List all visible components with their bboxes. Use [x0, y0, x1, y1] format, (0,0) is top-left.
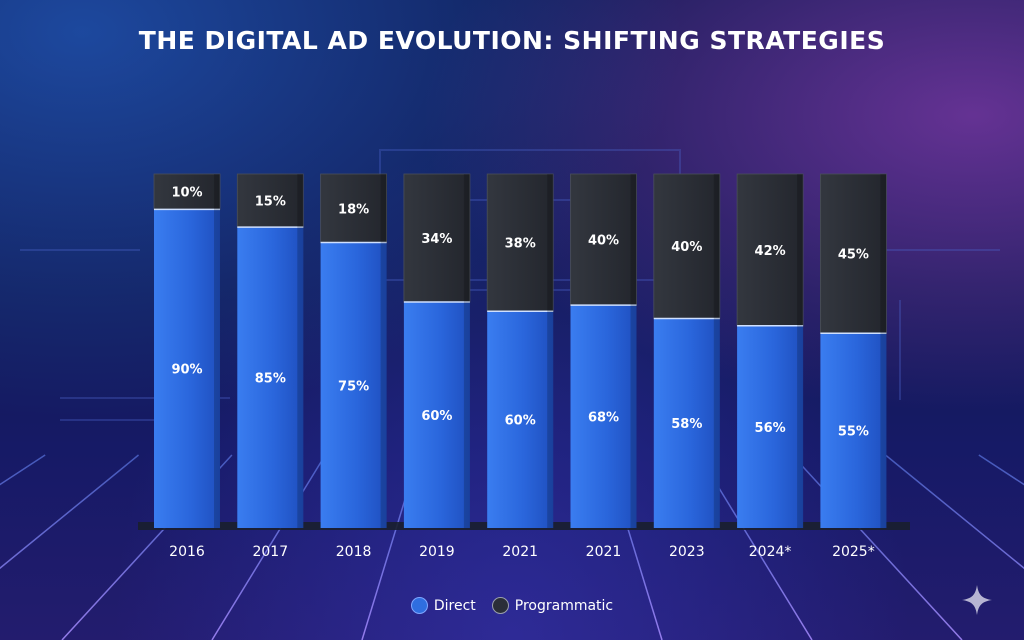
- bar-side-shade: [297, 174, 304, 528]
- bar-programmatic: [570, 173, 637, 306]
- bar-side-shade: [630, 174, 637, 528]
- bar-direct: [487, 311, 554, 528]
- legend-item-direct: Direct: [410, 597, 476, 614]
- data-label-direct: 55%: [838, 425, 869, 440]
- bar-side-shade: [547, 174, 554, 528]
- x-tick-label: 2024*: [749, 544, 792, 560]
- x-tick-label: 2021: [586, 544, 622, 560]
- data-label-direct: 60%: [421, 409, 452, 424]
- bar-group: 45% 55%: [820, 173, 887, 528]
- data-label-programmatic: 42%: [755, 244, 786, 259]
- legend-item-programmatic: Programmatic: [491, 597, 614, 614]
- bar-group: 10% 90%: [153, 173, 221, 528]
- data-label-programmatic: 40%: [588, 234, 619, 249]
- sparkle-icon: [962, 585, 992, 615]
- data-label-programmatic: 34%: [421, 232, 452, 247]
- data-label-direct: 56%: [755, 421, 786, 436]
- data-label-direct: 85%: [255, 372, 286, 387]
- legend-label-direct: Direct: [433, 597, 476, 614]
- bar-group: 18% 75%: [320, 173, 388, 529]
- legend: Direct Programmatic: [0, 597, 1024, 614]
- bar-programmatic: [403, 173, 471, 303]
- x-tick-label: 2016: [169, 544, 205, 560]
- bar-direct: [154, 209, 220, 528]
- legend-swatch-programmatic: [491, 597, 509, 614]
- bar-direct: [820, 333, 887, 528]
- x-tick-label: 2023: [669, 544, 705, 560]
- x-tick-label: 2021: [502, 544, 538, 560]
- data-label-programmatic: 15%: [255, 195, 286, 210]
- legend-label-programmatic: Programmatic: [514, 597, 614, 614]
- data-label-direct: 68%: [588, 411, 619, 426]
- bar-programmatic: [153, 173, 221, 210]
- bar-side-shade: [797, 174, 804, 528]
- bar-group: 34% 60%: [403, 173, 471, 528]
- bar-side-shade: [380, 174, 387, 528]
- bar-group: 42% 56%: [736, 173, 804, 528]
- data-label-programmatic: 18%: [338, 202, 369, 217]
- bar-group: 38% 60%: [486, 173, 554, 528]
- bar-direct: [237, 227, 304, 528]
- x-tick-label: 2019: [419, 544, 455, 560]
- data-label-direct: 58%: [671, 417, 702, 432]
- bar-side-shade: [713, 174, 720, 528]
- x-tick-label: 2018: [336, 544, 372, 560]
- data-label-direct: 90%: [171, 363, 202, 378]
- bar-group: 40% 58%: [653, 173, 721, 528]
- bar-programmatic: [236, 173, 304, 228]
- bar-side-shade: [463, 174, 470, 528]
- data-label-programmatic: 45%: [838, 248, 869, 263]
- bar-programmatic: [736, 173, 804, 327]
- bar-side-shade: [214, 174, 220, 528]
- bar-direct: [570, 305, 637, 528]
- data-label-programmatic: 38%: [505, 237, 536, 252]
- bar-programmatic: [820, 173, 887, 334]
- data-label-programmatic: 10%: [171, 186, 202, 201]
- x-tick-label: 2017: [252, 544, 288, 560]
- bar-direct: [653, 318, 720, 528]
- bar-programmatic: [486, 173, 554, 312]
- bar-direct: [403, 302, 470, 528]
- bar-group: 15% 85%: [236, 173, 304, 528]
- bar-programmatic: [653, 173, 721, 319]
- chart-title: THE DIGITAL AD EVOLUTION: SHIFTING STRAT…: [138, 26, 886, 55]
- data-label-direct: 60%: [505, 414, 536, 429]
- bar-direct: [737, 325, 804, 528]
- bar-side-shade: [880, 174, 887, 528]
- x-tick-label: 2025*: [832, 544, 875, 560]
- bar-direct: [320, 242, 387, 529]
- legend-swatch-direct: [410, 597, 428, 614]
- data-label-programmatic: 40%: [671, 240, 702, 255]
- bar-group: 40% 68%: [570, 173, 637, 528]
- data-label-direct: 75%: [338, 379, 369, 394]
- bar-programmatic: [320, 173, 388, 243]
